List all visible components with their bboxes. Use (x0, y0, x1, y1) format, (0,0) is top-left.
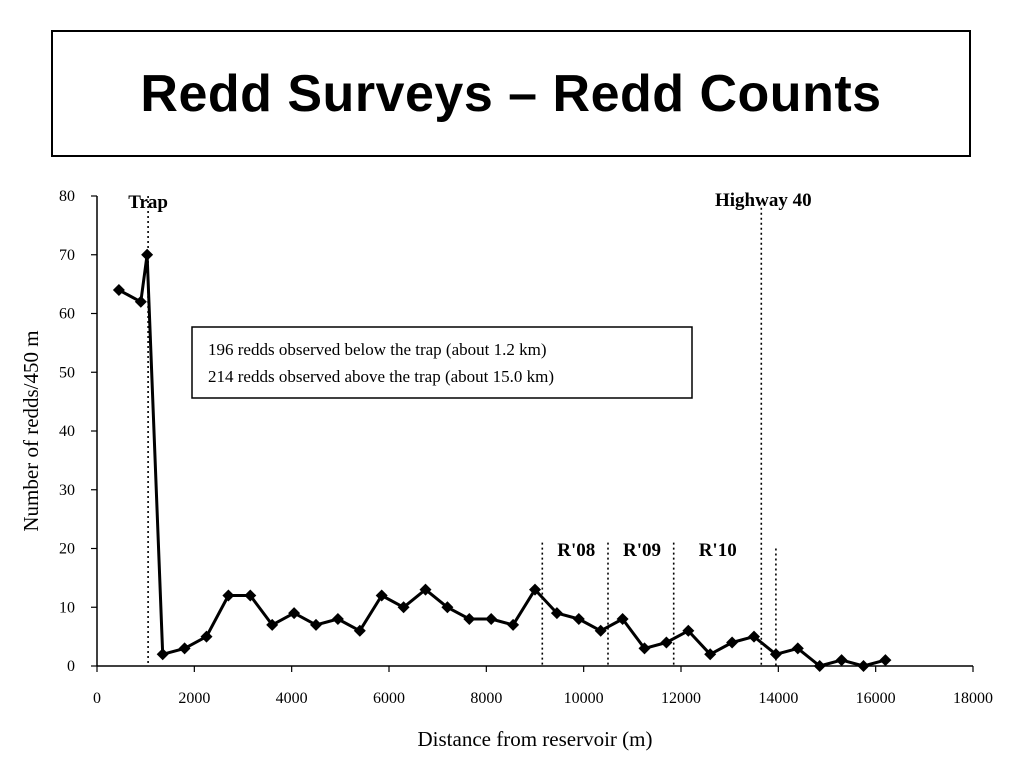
annotation-line-below: 196 redds observed below the trap (about… (208, 340, 547, 359)
data-point-marker (485, 613, 498, 625)
data-point-marker (222, 589, 235, 602)
annotation-box: 196 redds observed below the trap (about… (191, 326, 693, 399)
x-tick-label: 2000 (178, 690, 210, 707)
y-tick-label: 10 (59, 599, 75, 616)
y-tick-label: 70 (59, 247, 75, 264)
y-ticks: 0 10 20 30 40 50 60 70 80 (59, 188, 97, 675)
data-point-marker (178, 642, 191, 655)
slide-title-box: Redd Surveys – Redd Counts (51, 30, 971, 157)
x-axis: 0 2000 4000 6000 8000 10000 12000 14000 16000 180… (93, 665, 993, 707)
data-point-marker (704, 648, 717, 661)
data-point-marker (791, 642, 804, 655)
y-tick-label: 0 (67, 658, 75, 675)
data-point-marker (463, 613, 476, 625)
y-axis-title: Number of redds/450 m (19, 330, 43, 531)
data-point-marker (419, 583, 432, 596)
data-point-marker (288, 607, 301, 620)
x-tick-label: 10000 (564, 690, 604, 707)
x-tick-label: 0 (93, 690, 101, 707)
data-point-marker (529, 583, 541, 596)
data-point-marker (857, 660, 870, 672)
y-tick-label: 60 (59, 306, 75, 323)
data-point-marker (748, 630, 760, 643)
y-axis: 0 10 20 30 40 50 60 70 80 (59, 188, 98, 675)
data-point-marker (813, 660, 826, 672)
annotation-line-above: 214 redds observed above the trap (about… (208, 367, 554, 386)
data-point-marker (638, 642, 651, 655)
y-tick-label: 20 (59, 541, 75, 558)
data-point-marker (616, 613, 629, 625)
data-point-marker (244, 589, 257, 602)
reference-label: R'08 (557, 540, 595, 561)
x-ticks: 0 2000 4000 6000 8000 10000 12000 14000 16000 180… (93, 666, 993, 707)
data-point-marker (156, 648, 169, 661)
reference-label: R'10 (699, 540, 737, 561)
reference-label: R'09 (623, 540, 661, 561)
slide-title: Redd Surveys – Redd Counts (140, 64, 882, 123)
data-point-marker (266, 618, 279, 631)
series-line (118, 253, 886, 668)
x-tick-label: 4000 (276, 690, 308, 707)
data-point-marker (310, 618, 322, 631)
data-point-marker (660, 636, 673, 649)
data-point-marker (441, 601, 454, 614)
data-point-marker (594, 624, 607, 637)
y-tick-label: 30 (59, 482, 75, 499)
reference-lines: Trap R'08 R'09 R'10 Highway 40 (128, 190, 812, 666)
annotation-box-frame (191, 326, 693, 399)
x-tick-label: 12000 (661, 690, 701, 707)
y-tick-label: 80 (59, 188, 75, 205)
data-point-marker (835, 654, 848, 667)
data-point-marker (331, 613, 344, 625)
x-axis-title: Distance from reservoir (m) (418, 727, 653, 751)
data-point-marker (682, 624, 695, 637)
data-point-marker (134, 295, 147, 308)
data-point-marker (507, 618, 520, 631)
data-point-marker (550, 607, 563, 620)
data-point-marker (397, 601, 410, 614)
data-point-marker (112, 284, 125, 296)
x-tick-label: 16000 (856, 690, 896, 707)
data-point-marker (141, 248, 154, 261)
data-point-marker (726, 636, 739, 649)
data-point-marker (375, 589, 388, 602)
data-point-marker (353, 624, 366, 637)
data-point-marker (200, 630, 213, 643)
series-layer (112, 248, 892, 672)
data-point-marker (769, 648, 782, 661)
x-tick-label: 18000 (953, 690, 993, 707)
x-tick-label: 8000 (470, 690, 502, 707)
data-point-marker (879, 654, 892, 667)
y-tick-label: 40 (59, 423, 75, 440)
x-tick-label: 6000 (373, 690, 405, 707)
x-tick-label: 14000 (758, 690, 798, 707)
reference-label: Trap (128, 192, 168, 213)
y-tick-label: 50 (59, 364, 75, 381)
data-point-marker (572, 613, 585, 625)
reference-label: Highway 40 (715, 190, 812, 211)
